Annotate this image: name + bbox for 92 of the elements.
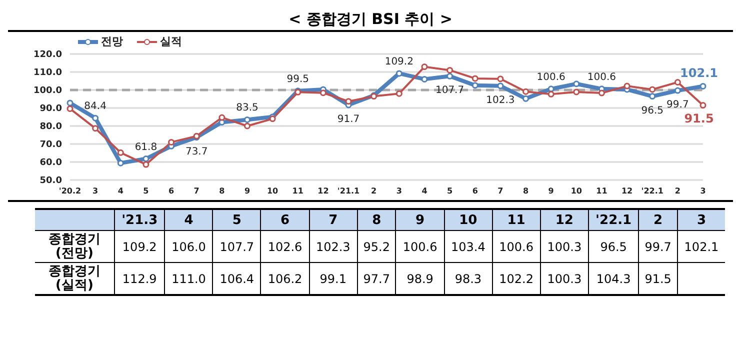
x-tick-label: 8 bbox=[522, 186, 529, 196]
data-label: 84.4 bbox=[84, 101, 106, 112]
y-tick-label: 70.0 bbox=[40, 140, 62, 150]
y-tick-label: 종합경기 (실적) bbox=[37, 264, 112, 292]
data-label: 111.0 bbox=[164, 262, 213, 295]
data-label: 100.3 bbox=[540, 230, 588, 262]
x-tick-label: 10 bbox=[266, 186, 279, 196]
y-tick-label: 80.0 bbox=[40, 122, 62, 132]
x-tick-label: '20.2 bbox=[58, 186, 82, 196]
x-tick-label: 8 bbox=[357, 209, 396, 230]
data-label: 103.4 bbox=[444, 230, 492, 262]
y-tick-label: 종합경기 (전망) bbox=[37, 232, 112, 260]
data-label: 102.6 bbox=[260, 230, 310, 262]
x-tick-label: 7 bbox=[498, 186, 504, 196]
chart-title: < 종합경기 BSI 추이 > bbox=[288, 9, 454, 30]
y-tick-label: 50.0 bbox=[40, 176, 62, 186]
x-tick-label: '22.1 bbox=[641, 186, 664, 196]
x-tick-label: '21.3 bbox=[114, 209, 165, 230]
legend-label: 실적 bbox=[159, 34, 182, 49]
y-tick-label: 120.0 bbox=[34, 50, 62, 60]
data-label: 109.2 bbox=[114, 230, 165, 262]
data-label: 106.0 bbox=[164, 230, 213, 262]
x-tick-label: 6 bbox=[168, 186, 174, 196]
x-tick-label: 3 bbox=[396, 186, 402, 196]
x-tick-label: 9 bbox=[548, 186, 554, 196]
x-tick-label: 11 bbox=[492, 209, 540, 230]
data-label: 100.3 bbox=[540, 262, 588, 295]
data-label: 91.7 bbox=[337, 114, 360, 125]
x-tick-label: 12 bbox=[621, 186, 633, 196]
data-label: 106.2 bbox=[260, 262, 310, 295]
x-tick-label: 2 bbox=[371, 186, 377, 196]
data-label: 99.7 bbox=[638, 230, 678, 262]
data-label: 96.5 bbox=[641, 105, 664, 116]
x-tick-label: '22.1 bbox=[588, 209, 639, 230]
data-label: 100.6 bbox=[536, 72, 566, 83]
x-tick-label: 3 bbox=[92, 186, 98, 196]
data-label: 106.4 bbox=[212, 262, 261, 295]
x-tick-label: 5 bbox=[212, 209, 261, 230]
x-tick-label: 7 bbox=[309, 209, 358, 230]
x-tick-label: 6 bbox=[472, 186, 478, 196]
x-tick-label: 11 bbox=[596, 186, 608, 196]
data-label: 100.6 bbox=[587, 72, 616, 83]
y-tick-label: 100.0 bbox=[34, 86, 62, 96]
data-label: 91.5 bbox=[684, 111, 714, 126]
data-label: 99.7 bbox=[666, 100, 689, 111]
data-label: 98.3 bbox=[444, 262, 492, 295]
x-tick-label: 5 bbox=[447, 186, 454, 196]
x-tick-label: 4 bbox=[118, 186, 124, 196]
data-label: 109.2 bbox=[384, 56, 414, 68]
data-label: 96.5 bbox=[588, 230, 639, 262]
x-tick-label: 5 bbox=[143, 186, 150, 196]
x-tick-label: 2 bbox=[638, 209, 678, 230]
data-label: 104.3 bbox=[588, 262, 639, 295]
data-label: 99.5 bbox=[286, 74, 310, 85]
data-label: 102.2 bbox=[492, 262, 540, 295]
data-label: 102.1 bbox=[677, 230, 725, 262]
x-tick-label: 7 bbox=[194, 186, 200, 196]
data-label: 102.1 bbox=[680, 66, 718, 80]
x-tick-label: 2 bbox=[674, 186, 680, 196]
data-label: 73.7 bbox=[185, 146, 208, 158]
data-label: 100.6 bbox=[492, 230, 540, 262]
x-tick-label: 11 bbox=[292, 186, 304, 196]
data-label: 112.9 bbox=[114, 262, 165, 295]
y-tick-label: 60.0 bbox=[40, 158, 62, 168]
data-label: 107.7 bbox=[212, 230, 261, 262]
x-tick-label: 4 bbox=[422, 186, 428, 196]
x-tick-label: 10 bbox=[444, 209, 492, 230]
data-label: 97.7 bbox=[357, 262, 396, 295]
x-tick-label: 8 bbox=[219, 186, 226, 196]
legend-label: 전망 bbox=[100, 34, 123, 49]
x-tick-label: 10 bbox=[570, 186, 582, 196]
data-label: 83.5 bbox=[236, 102, 258, 114]
x-tick-label: '21.1 bbox=[337, 186, 360, 196]
data-label: 95.2 bbox=[357, 230, 396, 262]
x-tick-label: 4 bbox=[164, 209, 213, 230]
x-tick-label: 3 bbox=[677, 209, 725, 230]
data-label: 99.1 bbox=[309, 262, 358, 295]
data-label: 102.3 bbox=[486, 94, 515, 106]
x-tick-label: 3 bbox=[700, 186, 706, 196]
y-tick-label: 110.0 bbox=[34, 68, 62, 78]
y-tick-label: 90.0 bbox=[40, 104, 62, 114]
data-label: 107.7 bbox=[435, 85, 464, 96]
x-tick-label: 12 bbox=[540, 209, 588, 230]
data-label: 98.9 bbox=[396, 262, 444, 295]
data-label: 102.3 bbox=[309, 230, 358, 262]
x-tick-label: 12 bbox=[318, 186, 329, 196]
data-label: 100.6 bbox=[396, 230, 444, 262]
x-tick-label: 9 bbox=[244, 186, 250, 196]
data-label: 61.8 bbox=[134, 142, 158, 153]
data-label: 91.5 bbox=[638, 262, 678, 295]
x-tick-label: 6 bbox=[260, 209, 310, 230]
x-tick-label: 9 bbox=[396, 209, 444, 230]
